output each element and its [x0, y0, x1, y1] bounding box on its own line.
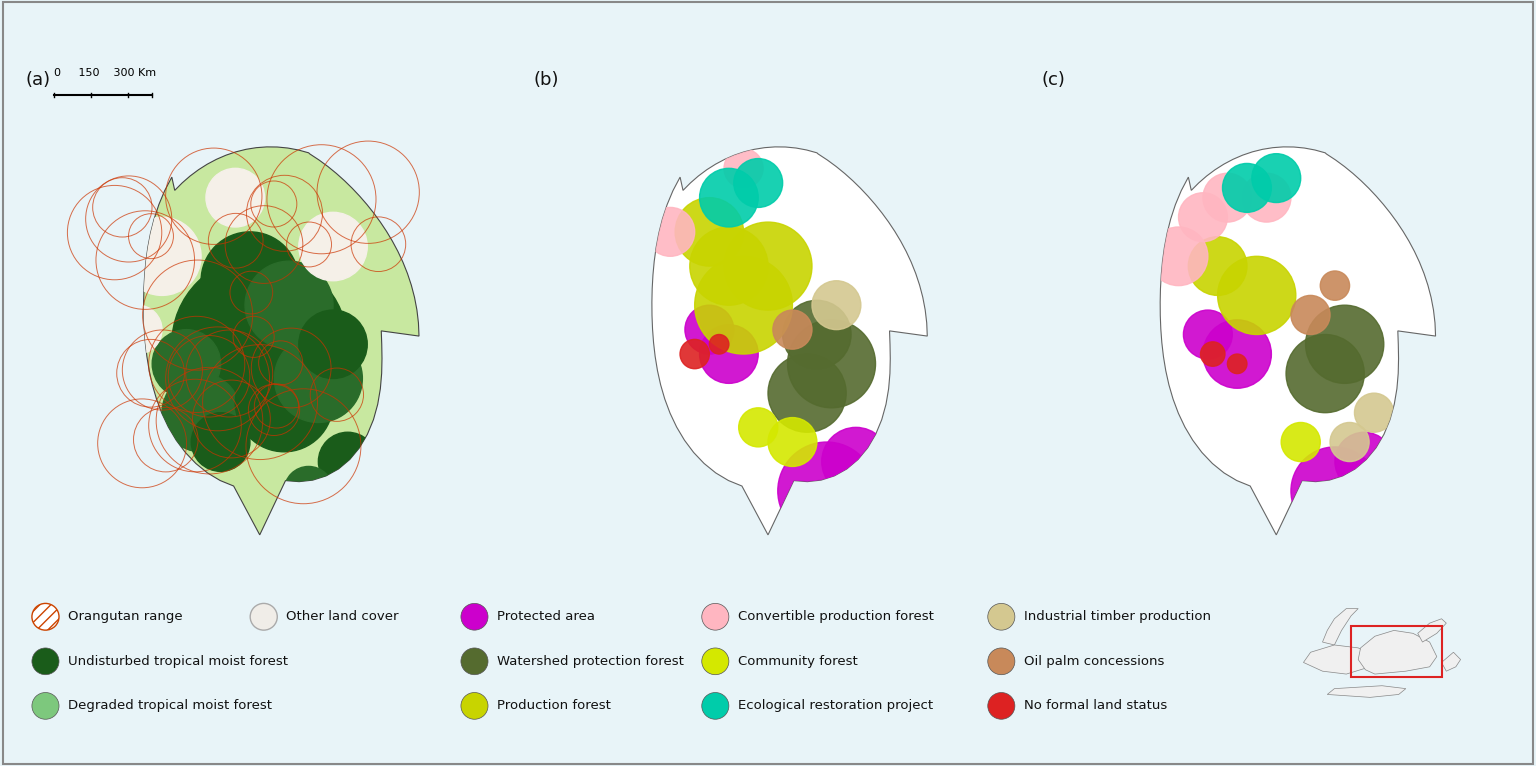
Ellipse shape	[250, 604, 278, 630]
Text: Watershed protection forest: Watershed protection forest	[498, 655, 684, 668]
Text: (a): (a)	[25, 70, 51, 89]
Circle shape	[822, 427, 891, 496]
Ellipse shape	[702, 648, 730, 675]
Circle shape	[275, 335, 362, 423]
Circle shape	[201, 232, 300, 329]
Circle shape	[284, 466, 333, 516]
Circle shape	[676, 198, 743, 266]
Polygon shape	[1358, 630, 1436, 674]
Polygon shape	[1160, 147, 1436, 535]
Circle shape	[773, 310, 813, 349]
Circle shape	[1252, 154, 1301, 202]
Polygon shape	[1304, 645, 1375, 674]
Polygon shape	[1322, 608, 1358, 645]
Circle shape	[777, 442, 876, 540]
Circle shape	[300, 212, 367, 280]
Circle shape	[723, 149, 763, 188]
Text: Convertible production forest: Convertible production forest	[737, 611, 934, 624]
Circle shape	[1335, 432, 1393, 491]
Circle shape	[813, 280, 860, 329]
Circle shape	[1290, 447, 1379, 535]
Circle shape	[723, 222, 813, 310]
Text: Industrial timber production: Industrial timber production	[1025, 611, 1210, 624]
Circle shape	[1227, 354, 1247, 374]
Circle shape	[783, 300, 851, 368]
Text: 0     150    300 Km: 0 150 300 Km	[54, 68, 157, 78]
Ellipse shape	[32, 648, 58, 675]
Circle shape	[739, 408, 777, 447]
Polygon shape	[1418, 619, 1447, 642]
Circle shape	[699, 325, 759, 383]
Polygon shape	[1441, 652, 1461, 671]
Circle shape	[1203, 320, 1272, 388]
Circle shape	[114, 305, 161, 354]
Circle shape	[768, 354, 846, 432]
Ellipse shape	[988, 648, 1015, 675]
Text: No formal land status: No formal land status	[1025, 699, 1167, 712]
Circle shape	[699, 169, 759, 227]
Circle shape	[1355, 393, 1393, 432]
Ellipse shape	[702, 692, 730, 719]
Circle shape	[1183, 310, 1232, 359]
Ellipse shape	[32, 604, 58, 630]
Text: Protected area: Protected area	[498, 611, 594, 624]
Circle shape	[1201, 342, 1226, 366]
Circle shape	[1189, 237, 1247, 296]
Circle shape	[734, 159, 783, 208]
Text: Production forest: Production forest	[498, 699, 611, 712]
Circle shape	[685, 305, 734, 354]
Circle shape	[1218, 257, 1296, 335]
Circle shape	[172, 320, 289, 437]
Circle shape	[710, 335, 730, 354]
Ellipse shape	[988, 604, 1015, 630]
Circle shape	[1306, 305, 1384, 383]
Circle shape	[152, 329, 221, 398]
Circle shape	[161, 374, 240, 452]
Text: Undisturbed tropical moist forest: Undisturbed tropical moist forest	[68, 655, 289, 668]
Circle shape	[1290, 296, 1330, 335]
Circle shape	[1286, 335, 1364, 413]
Ellipse shape	[461, 648, 488, 675]
Circle shape	[300, 310, 367, 378]
Circle shape	[645, 208, 694, 257]
Circle shape	[235, 354, 333, 452]
Text: Degraded tropical moist forest: Degraded tropical moist forest	[68, 699, 272, 712]
Circle shape	[1243, 173, 1290, 222]
Circle shape	[246, 261, 333, 349]
Text: Ecological restoration project: Ecological restoration project	[737, 699, 932, 712]
Circle shape	[1149, 227, 1207, 286]
Ellipse shape	[988, 692, 1015, 719]
Ellipse shape	[461, 604, 488, 630]
Circle shape	[206, 169, 264, 227]
Circle shape	[1330, 423, 1369, 462]
Circle shape	[680, 339, 710, 368]
Circle shape	[1321, 271, 1350, 300]
Text: Other land cover: Other land cover	[286, 611, 399, 624]
Ellipse shape	[702, 604, 730, 630]
Circle shape	[318, 432, 376, 491]
Circle shape	[768, 417, 817, 466]
Circle shape	[172, 257, 347, 432]
Polygon shape	[651, 147, 928, 535]
Text: Orangutan range: Orangutan range	[68, 611, 183, 624]
Circle shape	[1178, 193, 1227, 241]
Text: Oil palm concessions: Oil palm concessions	[1025, 655, 1164, 668]
Circle shape	[1203, 173, 1252, 222]
Ellipse shape	[32, 692, 58, 719]
Ellipse shape	[461, 692, 488, 719]
Text: (b): (b)	[533, 70, 559, 89]
Polygon shape	[1327, 686, 1405, 697]
Text: Community forest: Community forest	[737, 655, 857, 668]
Circle shape	[694, 257, 793, 354]
Circle shape	[690, 227, 768, 305]
Circle shape	[192, 413, 250, 471]
Polygon shape	[143, 147, 419, 535]
Circle shape	[788, 320, 876, 408]
Text: (c): (c)	[1041, 70, 1066, 89]
Circle shape	[1223, 163, 1272, 212]
Circle shape	[1281, 423, 1321, 462]
Circle shape	[123, 218, 201, 296]
